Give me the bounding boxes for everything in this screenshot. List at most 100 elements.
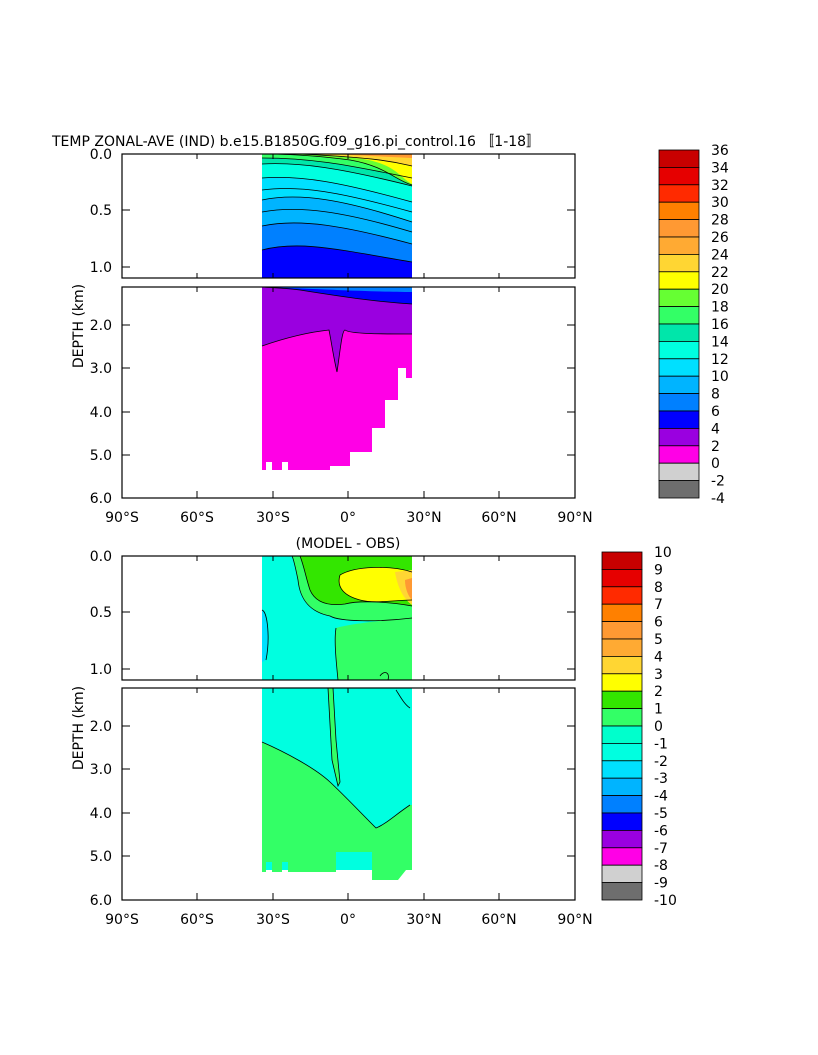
colorbar-label: 14 [711,334,729,350]
x-tick-label: 30°S [256,510,290,526]
diff-x-tick-labels: 90°S 60°S 30°S 0° 30°N 60°N 90°N [105,912,593,928]
colorbar-swatch [601,621,643,640]
diff-title: (MODEL - OBS) [296,536,401,552]
diff-panel: (MODEL - OBS) [71,536,677,928]
colorbar-label: 32 [711,178,729,194]
colorbar-label: 4 [711,421,720,437]
colorbar-swatch [658,427,700,447]
temp-axis-ticks [121,153,576,498]
y-tick-label: 5.0 [90,849,112,865]
colorbar-swatch [658,393,700,412]
colorbar-swatch [601,864,643,884]
diff-upper-field [261,556,413,680]
temp-upper-field [261,154,413,278]
temp-y-axis-label: DEPTH (km) [71,284,87,368]
y-tick-label: 4.0 [90,806,112,822]
diff-axis-ticks [121,555,576,900]
colorbar-label: -1 [654,736,668,752]
y-tick-label: 6.0 [90,893,112,909]
colorbar-label: 9 [654,562,663,578]
y-tick-label: 4.0 [90,405,112,421]
y-tick-label: 3.0 [90,361,112,377]
colorbar-label: 34 [711,160,729,176]
colorbar-label: 30 [711,195,729,211]
colorbar-swatch [658,201,700,220]
x-tick-label: 90°N [557,912,592,928]
colorbar-label: -5 [654,806,668,822]
x-tick-label: 0° [340,510,356,526]
colorbar-swatch [601,743,643,762]
colorbar-label: 0 [654,719,663,735]
colorbar-swatch [658,323,700,342]
colorbar-swatch [658,236,700,255]
y-tick-label: 3.0 [90,762,112,778]
temp-x-tick-labels: 90°S 60°S 30°S 0° 30°N 60°N 90°N [105,510,593,526]
colorbar-swatch [658,445,700,464]
colorbar-label: 28 [711,213,729,229]
colorbar-swatch [658,480,700,499]
colorbar-swatch [601,847,643,866]
diff-y-axis-label: DEPTH (km) [71,686,87,770]
colorbar-label: 18 [711,300,729,316]
colorbar-label: -8 [654,858,668,874]
x-tick-label: 60°S [180,912,214,928]
colorbar-swatch [601,638,643,657]
y-tick-label: 2.0 [90,318,112,334]
temp-lower-field [261,287,413,470]
colorbar-swatch [601,830,643,849]
colorbar-swatch [601,603,643,623]
colorbar-label: 4 [654,649,663,665]
y-tick-label: 2.0 [90,719,112,735]
colorbar-swatch [658,375,700,395]
diff-lower-field [261,688,412,880]
colorbar-swatch [658,253,700,273]
colorbar-label: 16 [711,317,729,333]
y-tick-label: 1.0 [90,260,112,276]
colorbar-swatch [658,149,700,168]
colorbar-label: 12 [711,352,729,368]
temp-title: TEMP ZONAL-AVE (IND) b.e15.B1850G.f09_g1… [51,134,540,150]
colorbar-label: 2 [654,684,663,700]
colorbar-label: 10 [654,545,672,561]
colorbar-swatch [601,551,643,570]
colorbar-swatch [601,569,643,588]
diff-y-tick-labels: 0.0 0.5 1.0 2.0 3.0 4.0 5.0 6.0 [90,549,112,909]
colorbar-label: 6 [711,404,720,420]
colorbar-label: -2 [654,754,668,770]
colorbar-swatch [658,462,700,482]
colorbar-swatch [601,882,643,901]
colorbar-label: -4 [711,491,725,507]
colorbar-swatch [601,760,643,779]
colorbar-label: 8 [654,580,663,596]
colorbar-label: -6 [654,823,668,839]
colorbar-swatch [601,673,643,692]
colorbar-swatch [601,690,643,710]
colorbar-label: 24 [711,247,729,263]
x-tick-label: 30°N [406,510,441,526]
colorbar-swatch [601,708,643,727]
colorbar-label: 8 [711,387,720,403]
colorbar-label: -7 [654,841,668,857]
y-tick-label: 0.5 [90,203,112,219]
y-tick-label: 5.0 [90,448,112,464]
colorbar-swatch [601,725,643,744]
colorbar-swatch [601,812,643,831]
colorbar-swatch [601,795,643,814]
colorbar-label: 20 [711,282,729,298]
x-tick-label: 60°S [180,510,214,526]
colorbar-swatch [658,410,700,429]
x-tick-label: 30°N [406,912,441,928]
colorbar-swatch [601,586,643,605]
colorbar-label: 2 [711,439,720,455]
x-tick-label: 30°S [256,912,290,928]
colorbar-swatch [658,358,700,377]
colorbar-swatch [658,166,700,186]
x-tick-label: 60°N [481,510,516,526]
colorbar-label: 6 [654,615,663,631]
colorbar-swatch [658,219,700,238]
colorbar-label: -9 [654,876,668,892]
colorbar-label: -3 [654,771,668,787]
